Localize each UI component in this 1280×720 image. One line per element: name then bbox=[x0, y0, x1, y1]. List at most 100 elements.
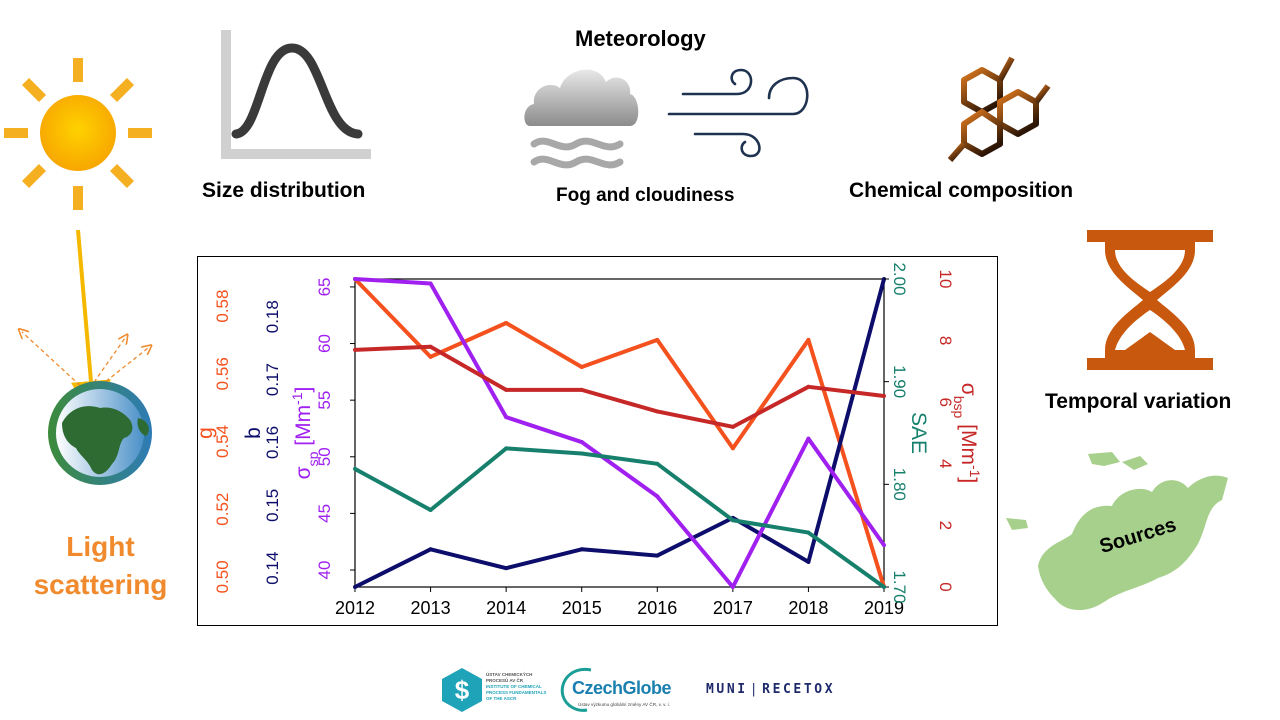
icpf-line: PROCESŮ AV ČR bbox=[486, 678, 524, 683]
y-tick-label-right-2: 8 bbox=[936, 336, 955, 345]
recetox-text: RECETOX bbox=[762, 682, 836, 697]
data-point-right-2 bbox=[806, 384, 811, 389]
y-tick-label-right-2: 6 bbox=[936, 397, 955, 406]
data-point-left-3 bbox=[655, 494, 660, 499]
data-point-right-1 bbox=[353, 466, 357, 471]
data-point-left-3 bbox=[353, 277, 357, 281]
muni-text: MUNI bbox=[706, 682, 748, 697]
logo-divider: | bbox=[749, 682, 761, 697]
axis-title-sigma-sp-part: σ bbox=[292, 466, 315, 479]
data-point-left-2 bbox=[504, 566, 509, 571]
data-point-left-3 bbox=[806, 436, 811, 441]
axis-title-g: g bbox=[198, 427, 217, 439]
x-tick-label: 2019 bbox=[864, 598, 904, 618]
data-point-left-3 bbox=[428, 281, 433, 286]
data-point-right-2 bbox=[428, 344, 433, 349]
czechglobe-swoosh-icon bbox=[560, 667, 592, 712]
y-tick-label-left-2: 0.16 bbox=[263, 426, 282, 459]
data-point-right-1 bbox=[882, 585, 886, 589]
axis-title-sigma-sp-part: sp bbox=[305, 451, 321, 466]
data-point-left-3 bbox=[882, 543, 886, 548]
y-tick-label-left-2: 0.14 bbox=[263, 552, 282, 585]
x-tick-label: 2013 bbox=[411, 598, 451, 618]
icpf-logo-text: ÚSTAV CHEMICKÝCH PROCESŮ AV ČR INSTITUTE… bbox=[486, 672, 546, 702]
wind-icon bbox=[667, 68, 809, 158]
data-point-right-2 bbox=[353, 347, 357, 352]
globe-icon bbox=[48, 381, 152, 485]
plot-area-box bbox=[354, 278, 885, 588]
x-tick-label: 2015 bbox=[562, 598, 602, 618]
data-point-left-1 bbox=[579, 365, 584, 369]
icpf-line: PROCESS FUNDAMENTALS bbox=[486, 690, 547, 695]
multi-axis-line-chart: 2012 2013 2014 2015 2016 2017 2018 2019 0.50 0.52… bbox=[198, 262, 983, 618]
molecule-icon bbox=[947, 56, 1051, 162]
y-tick-label-left-1: 0.58 bbox=[213, 290, 232, 323]
data-point-left-3 bbox=[504, 415, 509, 420]
y-tick-label-left-1: 0.54 bbox=[213, 425, 232, 458]
icpf-logo-icon: $ bbox=[442, 668, 482, 712]
data-point-right-1 bbox=[579, 451, 584, 456]
data-point-right-2 bbox=[730, 424, 735, 429]
x-tick-label: 2018 bbox=[788, 598, 828, 618]
x-tick-label: 2016 bbox=[637, 598, 677, 618]
data-point-left-3 bbox=[730, 585, 735, 589]
axis-title-sae: SAE bbox=[907, 412, 930, 454]
europe-map-icon bbox=[1006, 452, 1228, 611]
data-point-right-1 bbox=[730, 518, 735, 523]
axis-title-sigma-bsp-part: σ bbox=[957, 383, 980, 396]
data-point-left-1 bbox=[806, 337, 811, 342]
czechglobe-name: CzechGlobe bbox=[572, 678, 672, 698]
y-tick-label-right-1: 1.80 bbox=[890, 468, 909, 501]
x-tick-label: 2017 bbox=[713, 598, 753, 618]
axis-title-sigma-sp-part: -1 bbox=[289, 392, 305, 405]
y-tick-label-right-1: 1.70 bbox=[890, 570, 909, 603]
axis-title-sigma-bsp-part: ] bbox=[957, 477, 980, 483]
y-tick-label-left-2: 0.18 bbox=[263, 300, 282, 333]
axis-title-sigma-sp-part: ] bbox=[292, 387, 315, 393]
y-tick-label-left-1: 0.56 bbox=[213, 357, 232, 390]
series-line-left-2 bbox=[354, 278, 886, 589]
chemical-composition-label: Chemical composition bbox=[849, 179, 1074, 202]
icpf-line: OF THE ASCR bbox=[486, 696, 517, 701]
data-point-right-1 bbox=[806, 530, 811, 535]
light-label-line1: Light bbox=[66, 531, 135, 562]
y-tick-label-right-2: 10 bbox=[936, 270, 955, 289]
data-point-right-2 bbox=[655, 409, 660, 414]
y-tick-label-left-3: 60 bbox=[315, 334, 334, 353]
data-point-left-2 bbox=[655, 553, 660, 558]
y-tick-label-left-3: 45 bbox=[315, 504, 334, 523]
data-point-right-2 bbox=[579, 387, 584, 392]
data-point-right-1 bbox=[504, 446, 509, 451]
light-scattering-label: Light scattering bbox=[18, 528, 183, 604]
axis-title-sigma-sp: σsp [Mm-1] bbox=[289, 387, 321, 480]
x-tick-label: 2012 bbox=[335, 598, 375, 618]
temporal-variation-label: Temporal variation bbox=[1045, 390, 1232, 413]
axis-title-b: b bbox=[242, 427, 265, 439]
data-point-left-1 bbox=[428, 354, 433, 359]
muni-recetox-logo: MUNI | RECETOX bbox=[706, 682, 835, 697]
y-tick-label-left-3: 40 bbox=[315, 561, 334, 580]
data-point-left-1 bbox=[730, 446, 735, 451]
light-label-line2: scattering bbox=[33, 569, 168, 600]
axis-title-sigma-bsp: σbsp [Mm-1] bbox=[951, 383, 983, 484]
axis-title-sigma-bsp-part: [Mm bbox=[957, 418, 980, 465]
y-tick-label-right-1: 1.90 bbox=[890, 365, 909, 398]
axis-title-sigma-sp-part: [Mm bbox=[292, 405, 315, 452]
size-distribution-icon bbox=[221, 30, 371, 159]
y-tick-label-right-2: 0 bbox=[936, 582, 955, 591]
data-point-right-1 bbox=[428, 508, 433, 512]
czechglobe-subtitle: Ústav výzkumu globální změny AV ČR, v. v… bbox=[578, 702, 670, 707]
svg-text:$: $ bbox=[455, 675, 470, 705]
series-line-left-1 bbox=[353, 277, 886, 588]
data-point-right-2 bbox=[504, 387, 509, 392]
data-point-right-2 bbox=[882, 394, 886, 399]
y-tick-label-left-2: 0.17 bbox=[263, 363, 282, 396]
series-line-left-3 bbox=[354, 277, 886, 589]
axis-title-sigma-bsp-part: bsp bbox=[951, 396, 967, 419]
y-tick-label-right-2: 2 bbox=[936, 521, 955, 530]
data-point-left-3 bbox=[579, 440, 584, 445]
fog-cloudiness-label: Fog and cloudiness bbox=[556, 185, 735, 206]
fog-cloud-icon bbox=[524, 69, 639, 169]
y-tick-label-left-3: 55 bbox=[315, 391, 334, 410]
meteorology-label: Meteorology bbox=[575, 26, 706, 51]
